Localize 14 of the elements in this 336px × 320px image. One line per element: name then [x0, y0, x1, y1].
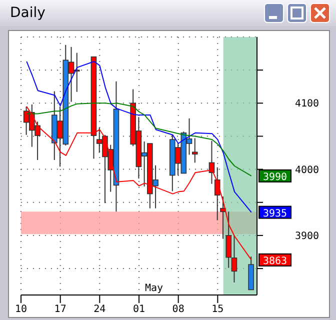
x-tick-label: 15 [212, 304, 224, 316]
x-tick-label: 17 [54, 304, 66, 316]
y-tick-label: 3900 [295, 231, 320, 242]
chart-title: Daily [9, 5, 46, 21]
data-label: 3935 [262, 208, 288, 220]
x-tick-label: 10 [14, 304, 28, 316]
annotation: May [145, 283, 164, 294]
y-tick-label: 4100 [295, 98, 320, 110]
x-tick-label: 08 [172, 304, 184, 316]
data-label: 3990 [262, 172, 288, 183]
data-label: 3863 [262, 256, 288, 267]
y-tick-label: 4000 [295, 164, 320, 176]
x-tick-label: 01 [132, 304, 146, 316]
x-tick-label: 24 [94, 304, 106, 316]
